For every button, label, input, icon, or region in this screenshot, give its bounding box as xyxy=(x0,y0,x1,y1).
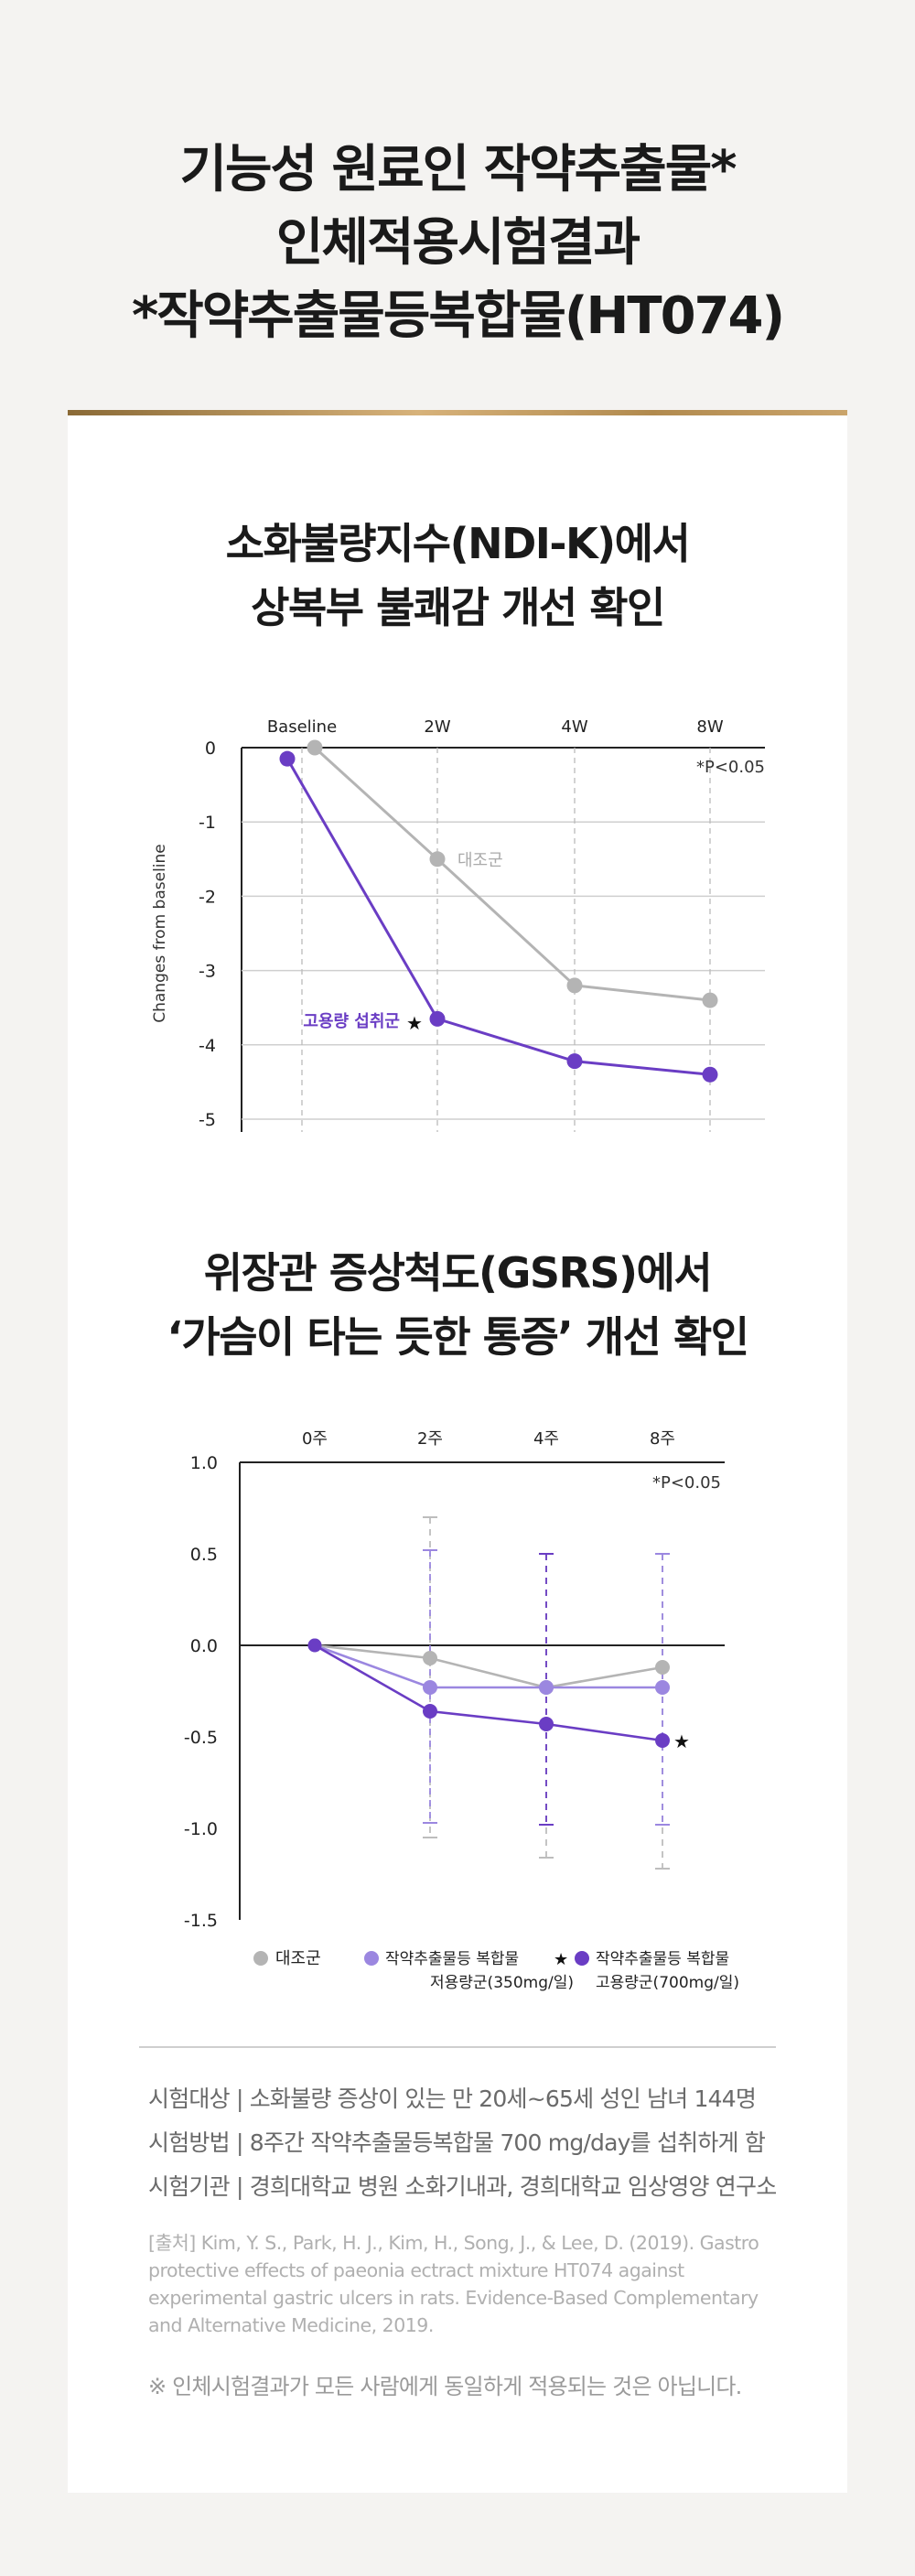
header-title-line-2: 인체적용시험결과 xyxy=(275,213,640,273)
chart1-series-label-high: 고용량 섭취군 xyxy=(303,1012,400,1031)
chart2-series-line xyxy=(314,1644,663,1742)
ndi-chart: 0 -1 -2 -3 -4 -5 Baseline 2W 4W 8W Changes from … xyxy=(151,717,765,1132)
chart2-data-point xyxy=(655,1680,670,1695)
footer-divider xyxy=(139,2046,776,2048)
chart1-y-tick-label: -1 xyxy=(199,813,216,833)
chart1-data-point xyxy=(702,992,718,1008)
chart2-title-line-1: 위장관 증상척도(GSRS)에서 xyxy=(203,1248,713,1298)
chart2-series-line xyxy=(314,1644,662,1689)
chart2-data-point xyxy=(539,1680,554,1695)
chart1-data-point xyxy=(279,750,296,767)
chart2-x-tick-label: 2주 xyxy=(417,1429,443,1449)
chart1-y-axis-label: Changes from baseline xyxy=(151,844,169,1023)
chart2-data-point xyxy=(655,1660,670,1675)
chart2-data-point xyxy=(423,1651,437,1665)
chart2-data-point xyxy=(539,1717,554,1731)
chart1-y-tick-label: 0 xyxy=(205,738,216,759)
info-subjects: 시험대상 | 소화불량 증상이 있는 만 20세~65세 성인 남녀 144명 xyxy=(148,2086,757,2112)
chart1-data-point xyxy=(429,1010,446,1027)
chart1-series-label-control: 대조군 xyxy=(458,851,503,870)
info-institution: 시험기관 | 경희대학교 병원 소화기내과, 경희대학교 임상영양 연구소 xyxy=(148,2173,777,2200)
chart1-x-tick-label: 2W xyxy=(424,717,450,737)
legend-star: ★ xyxy=(554,1950,568,1969)
legend-label-low-2: 저용량군(350mg/일) xyxy=(430,1974,574,1992)
legend-label-control: 대조군 xyxy=(275,1949,321,1968)
chart1-data-point xyxy=(307,739,323,756)
gold-divider xyxy=(68,410,847,415)
chart1-y-tick-label: -5 xyxy=(199,1110,216,1130)
disclaimer-note: ※ 인체시험결과가 모든 사람에게 동일하게 적용되는 것은 아닙니다. xyxy=(148,2374,742,2399)
legend-label-low-1: 작약추출물등 복합물 xyxy=(385,1950,519,1968)
chart1-data-point xyxy=(702,1066,718,1083)
chart2-significance-star: ★ xyxy=(673,1730,690,1752)
legend-dot-high xyxy=(575,1951,589,1966)
info-method: 시험방법 | 8주간 작약추출물등복합물 700 mg/day를 섭취하게 함 xyxy=(148,2129,766,2156)
chart1-data-point xyxy=(429,851,446,868)
chart2-data-point xyxy=(307,1638,322,1653)
chart2-data-point xyxy=(423,1704,437,1719)
chart2-title-line-2: ‘가슴이 타는 듯한 통증’ 개선 확인 xyxy=(167,1312,749,1362)
header-title-line-3: *작약추출물등복합물(HT074) xyxy=(131,286,785,346)
legend-label-high-1: 작약추출물등 복합물 xyxy=(596,1950,729,1968)
chart2-x-tick-label: 8주 xyxy=(650,1429,675,1449)
chart2-y-tick-label: 0.0 xyxy=(190,1636,218,1656)
chart1-title-line-1: 소화불량지수(NDI-K)에서 xyxy=(225,519,691,568)
chart1-y-tick-label: -3 xyxy=(199,962,216,982)
chart2-y-tick-label: -1.5 xyxy=(184,1911,218,1931)
chart1-significance-note: *P<0.05 xyxy=(696,758,765,777)
chart1-series-line xyxy=(285,758,711,1076)
page-header: 기능성 원료인 작약추출물* 인체적용시험결과 *작약추출물등복합물(HT074… xyxy=(0,0,915,412)
chart1-y-tick-label: -4 xyxy=(199,1036,216,1056)
chart2-series-line xyxy=(314,1644,663,1689)
citation: [출처] Kim, Y. S., Park, H. J., Kim, H., S… xyxy=(148,2232,759,2336)
content-card xyxy=(68,415,847,2493)
legend-dot-control xyxy=(253,1951,268,1966)
chart2-y-tick-label: -1.0 xyxy=(184,1819,218,1839)
chart1-data-point xyxy=(566,1053,583,1070)
chart1-y-tick-label: -2 xyxy=(199,887,216,907)
legend-label-high-2: 고용량군(700mg/일) xyxy=(596,1974,739,1992)
chart1-title-line-2: 상복부 불쾌감 개선 확인 xyxy=(251,583,665,632)
chart1-series-line xyxy=(313,746,711,1002)
chart1-x-tick-label: Baseline xyxy=(267,717,337,737)
chart1-data-point xyxy=(566,977,583,994)
chart1-significance-star: ★ xyxy=(406,1012,423,1034)
chart2-data-point xyxy=(423,1680,437,1695)
chart2-y-tick-label: 1.0 xyxy=(190,1453,218,1473)
chart2-y-tick-label: -0.5 xyxy=(184,1728,218,1748)
header-title-line-1: 기능성 원료인 작약추출물* xyxy=(179,140,737,199)
chart2-y-tick-label: 0.5 xyxy=(190,1545,218,1565)
chart2-data-point xyxy=(655,1733,670,1748)
legend-dot-low xyxy=(364,1951,379,1966)
chart2-x-tick-label: 0주 xyxy=(302,1429,328,1449)
chart1-x-tick-label: 8W xyxy=(696,717,723,737)
chart2-significance-note: *P<0.05 xyxy=(652,1473,721,1493)
gsrs-chart: 1.0 0.5 0.0 -0.5 -1.0 -1.5 0주 2주 4주 8주 *P<0.05 ★… xyxy=(184,1429,739,1992)
chart2-x-tick-label: 4주 xyxy=(533,1429,559,1449)
chart1-x-tick-label: 4W xyxy=(561,717,587,737)
